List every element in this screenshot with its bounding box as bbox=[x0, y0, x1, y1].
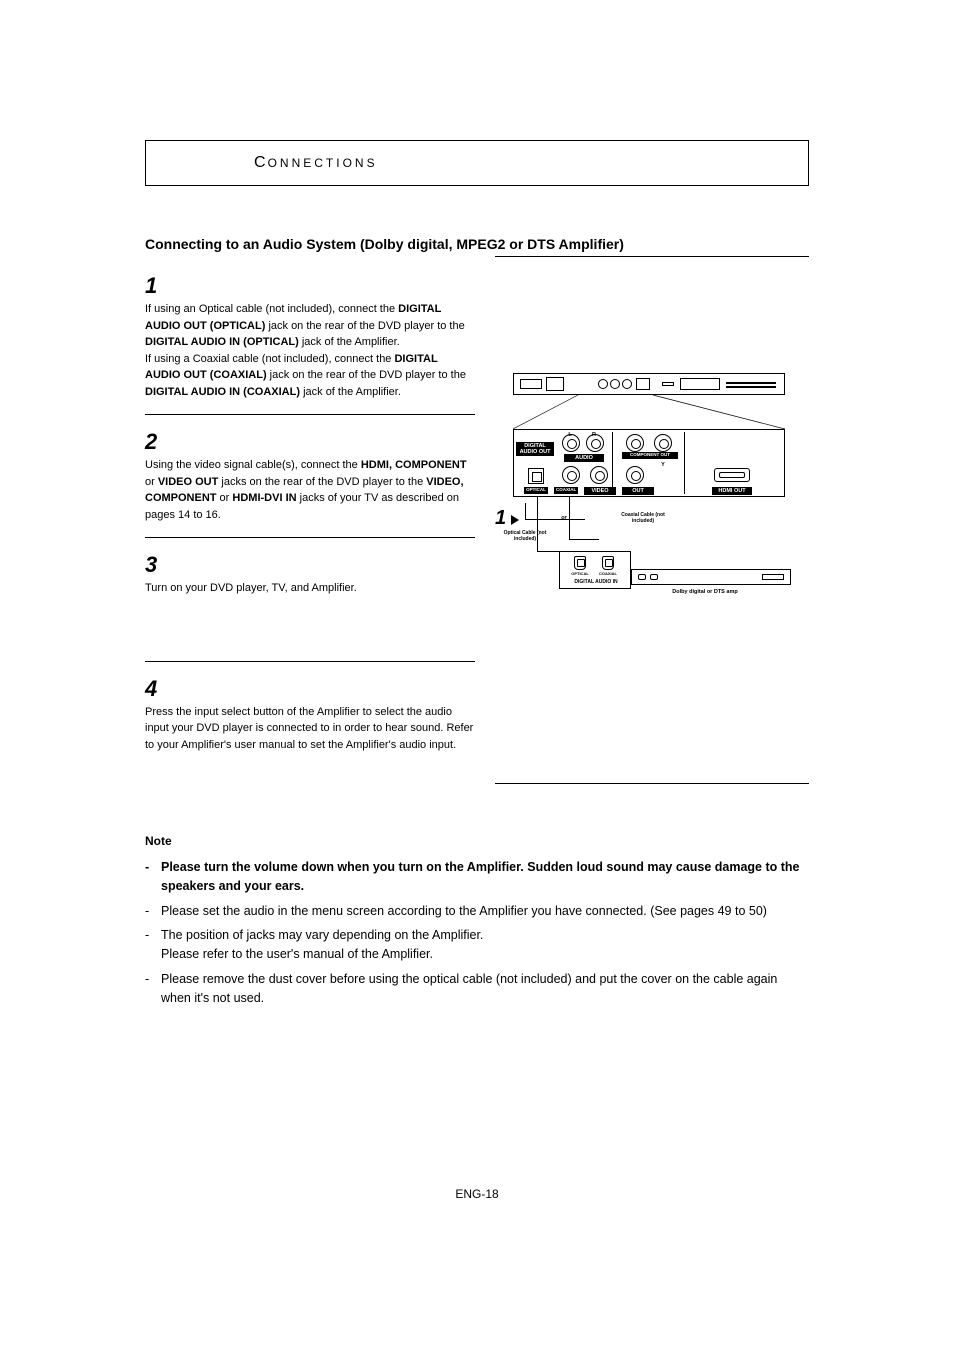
diagram-column: DIGITAL AUDIO OUT AUDIO L R PR PB COMPON… bbox=[495, 265, 809, 784]
note-list: -Please turn the volume down when you tu… bbox=[145, 858, 809, 1007]
section-header-initial: C bbox=[254, 154, 268, 172]
label-component-out: COMPONENT OUT bbox=[622, 452, 678, 459]
step-body: If using an Optical cable (not included)… bbox=[145, 301, 475, 400]
note-section: Note -Please turn the volume down when y… bbox=[145, 834, 809, 1007]
hdmi-port bbox=[714, 468, 750, 482]
label-hdmi-out: HDMI OUT bbox=[712, 487, 752, 495]
label-coaxial: COAXIAL bbox=[554, 487, 578, 494]
step-block: 2Using the video signal cable(s), connec… bbox=[145, 421, 475, 538]
title-prefix: Connecting to an bbox=[145, 236, 263, 252]
label-out: OUT bbox=[622, 487, 654, 495]
amplifier-body bbox=[631, 569, 791, 585]
step-block: 3 Turn on your DVD player, TV, and Amplif… bbox=[145, 544, 475, 662]
note-bullet: - bbox=[145, 970, 161, 1008]
step-number: 3 bbox=[145, 552, 475, 578]
dvd-rear-panel: DIGITAL AUDIO OUT AUDIO L R PR PB COMPON… bbox=[513, 429, 785, 497]
jack-component-pb bbox=[654, 434, 672, 452]
title-bold: Audio System (Dolby digital, MPEG2 or DT… bbox=[263, 236, 624, 252]
manual-page: CONNECTIONS Connecting to an Audio Syste… bbox=[0, 0, 954, 1301]
label-digital-audio-in: DIGITAL AUDIO IN bbox=[564, 580, 628, 586]
jack-optical-out bbox=[528, 468, 544, 484]
label-optical-cable: Optical Cable (not included) bbox=[497, 531, 553, 542]
jack-video-out bbox=[590, 466, 608, 484]
section-header: CONNECTIONS bbox=[145, 140, 809, 186]
note-item: -Please remove the dust cover before usi… bbox=[145, 970, 809, 1008]
label-audio: AUDIO bbox=[564, 454, 604, 462]
amp-optical-jack bbox=[574, 556, 586, 570]
note-heading: Note bbox=[145, 834, 809, 848]
step-body: Using the video signal cable(s), connect… bbox=[145, 457, 475, 523]
page-title: Connecting to an Audio System (Dolby dig… bbox=[145, 236, 809, 252]
note-item: -Please set the audio in the menu screen… bbox=[145, 902, 809, 921]
connection-diagram: DIGITAL AUDIO OUT AUDIO L R PR PB COMPON… bbox=[495, 373, 805, 633]
label-amp-name: Dolby digital or DTS amp bbox=[665, 589, 745, 595]
label-video: VIDEO bbox=[584, 487, 616, 495]
note-text: Please set the audio in the menu screen … bbox=[161, 902, 809, 921]
note-bullet: - bbox=[145, 926, 161, 964]
step-body: Press the input select button of the Amp… bbox=[145, 704, 475, 754]
step-number: 2 bbox=[145, 429, 475, 455]
step-block: 1If using an Optical cable (not included… bbox=[145, 265, 475, 415]
jack-component-y bbox=[626, 466, 644, 484]
amplifier-front: OPTICAL COAXIAL DIGITAL AUDIO IN bbox=[559, 551, 631, 589]
steps-column: 1If using an Optical cable (not included… bbox=[145, 265, 475, 784]
jack-coaxial-out bbox=[562, 466, 580, 484]
step-body: Turn on your DVD player, TV, and Amplifi… bbox=[145, 580, 475, 597]
note-bullet: - bbox=[145, 858, 161, 896]
diagram-step-1-marker: 1 bbox=[495, 507, 506, 530]
arrow-icon bbox=[511, 515, 519, 525]
note-item: -The position of jacks may vary dependin… bbox=[145, 926, 809, 964]
right-col-end-rule bbox=[495, 783, 809, 784]
note-text: The position of jacks may vary depending… bbox=[161, 926, 809, 964]
content-columns: 1If using an Optical cable (not included… bbox=[145, 265, 809, 784]
step-block: 4Press the input select button of the Am… bbox=[145, 668, 475, 768]
label-optical: OPTICAL bbox=[524, 487, 548, 494]
dvd-rear-strip bbox=[513, 373, 785, 395]
section-header-rest: ONNECTIONS bbox=[268, 156, 378, 170]
label-coaxial-cable: Coaxial Cable (not included) bbox=[615, 513, 671, 524]
note-item: -Please turn the volume down when you tu… bbox=[145, 858, 809, 896]
step-number: 1 bbox=[145, 273, 475, 299]
note-text: Please turn the volume down when you tur… bbox=[161, 858, 809, 896]
zoom-lines bbox=[513, 393, 785, 431]
jack-component-pr bbox=[626, 434, 644, 452]
note-text: Please remove the dust cover before usin… bbox=[161, 970, 809, 1008]
note-bullet: - bbox=[145, 902, 161, 921]
title-underline bbox=[495, 256, 809, 257]
step-number: 4 bbox=[145, 676, 475, 702]
amp-coaxial-jack bbox=[602, 556, 614, 570]
label-digital-audio-out: DIGITAL AUDIO OUT bbox=[516, 442, 554, 456]
page-number: ENG-18 bbox=[145, 1187, 809, 1201]
